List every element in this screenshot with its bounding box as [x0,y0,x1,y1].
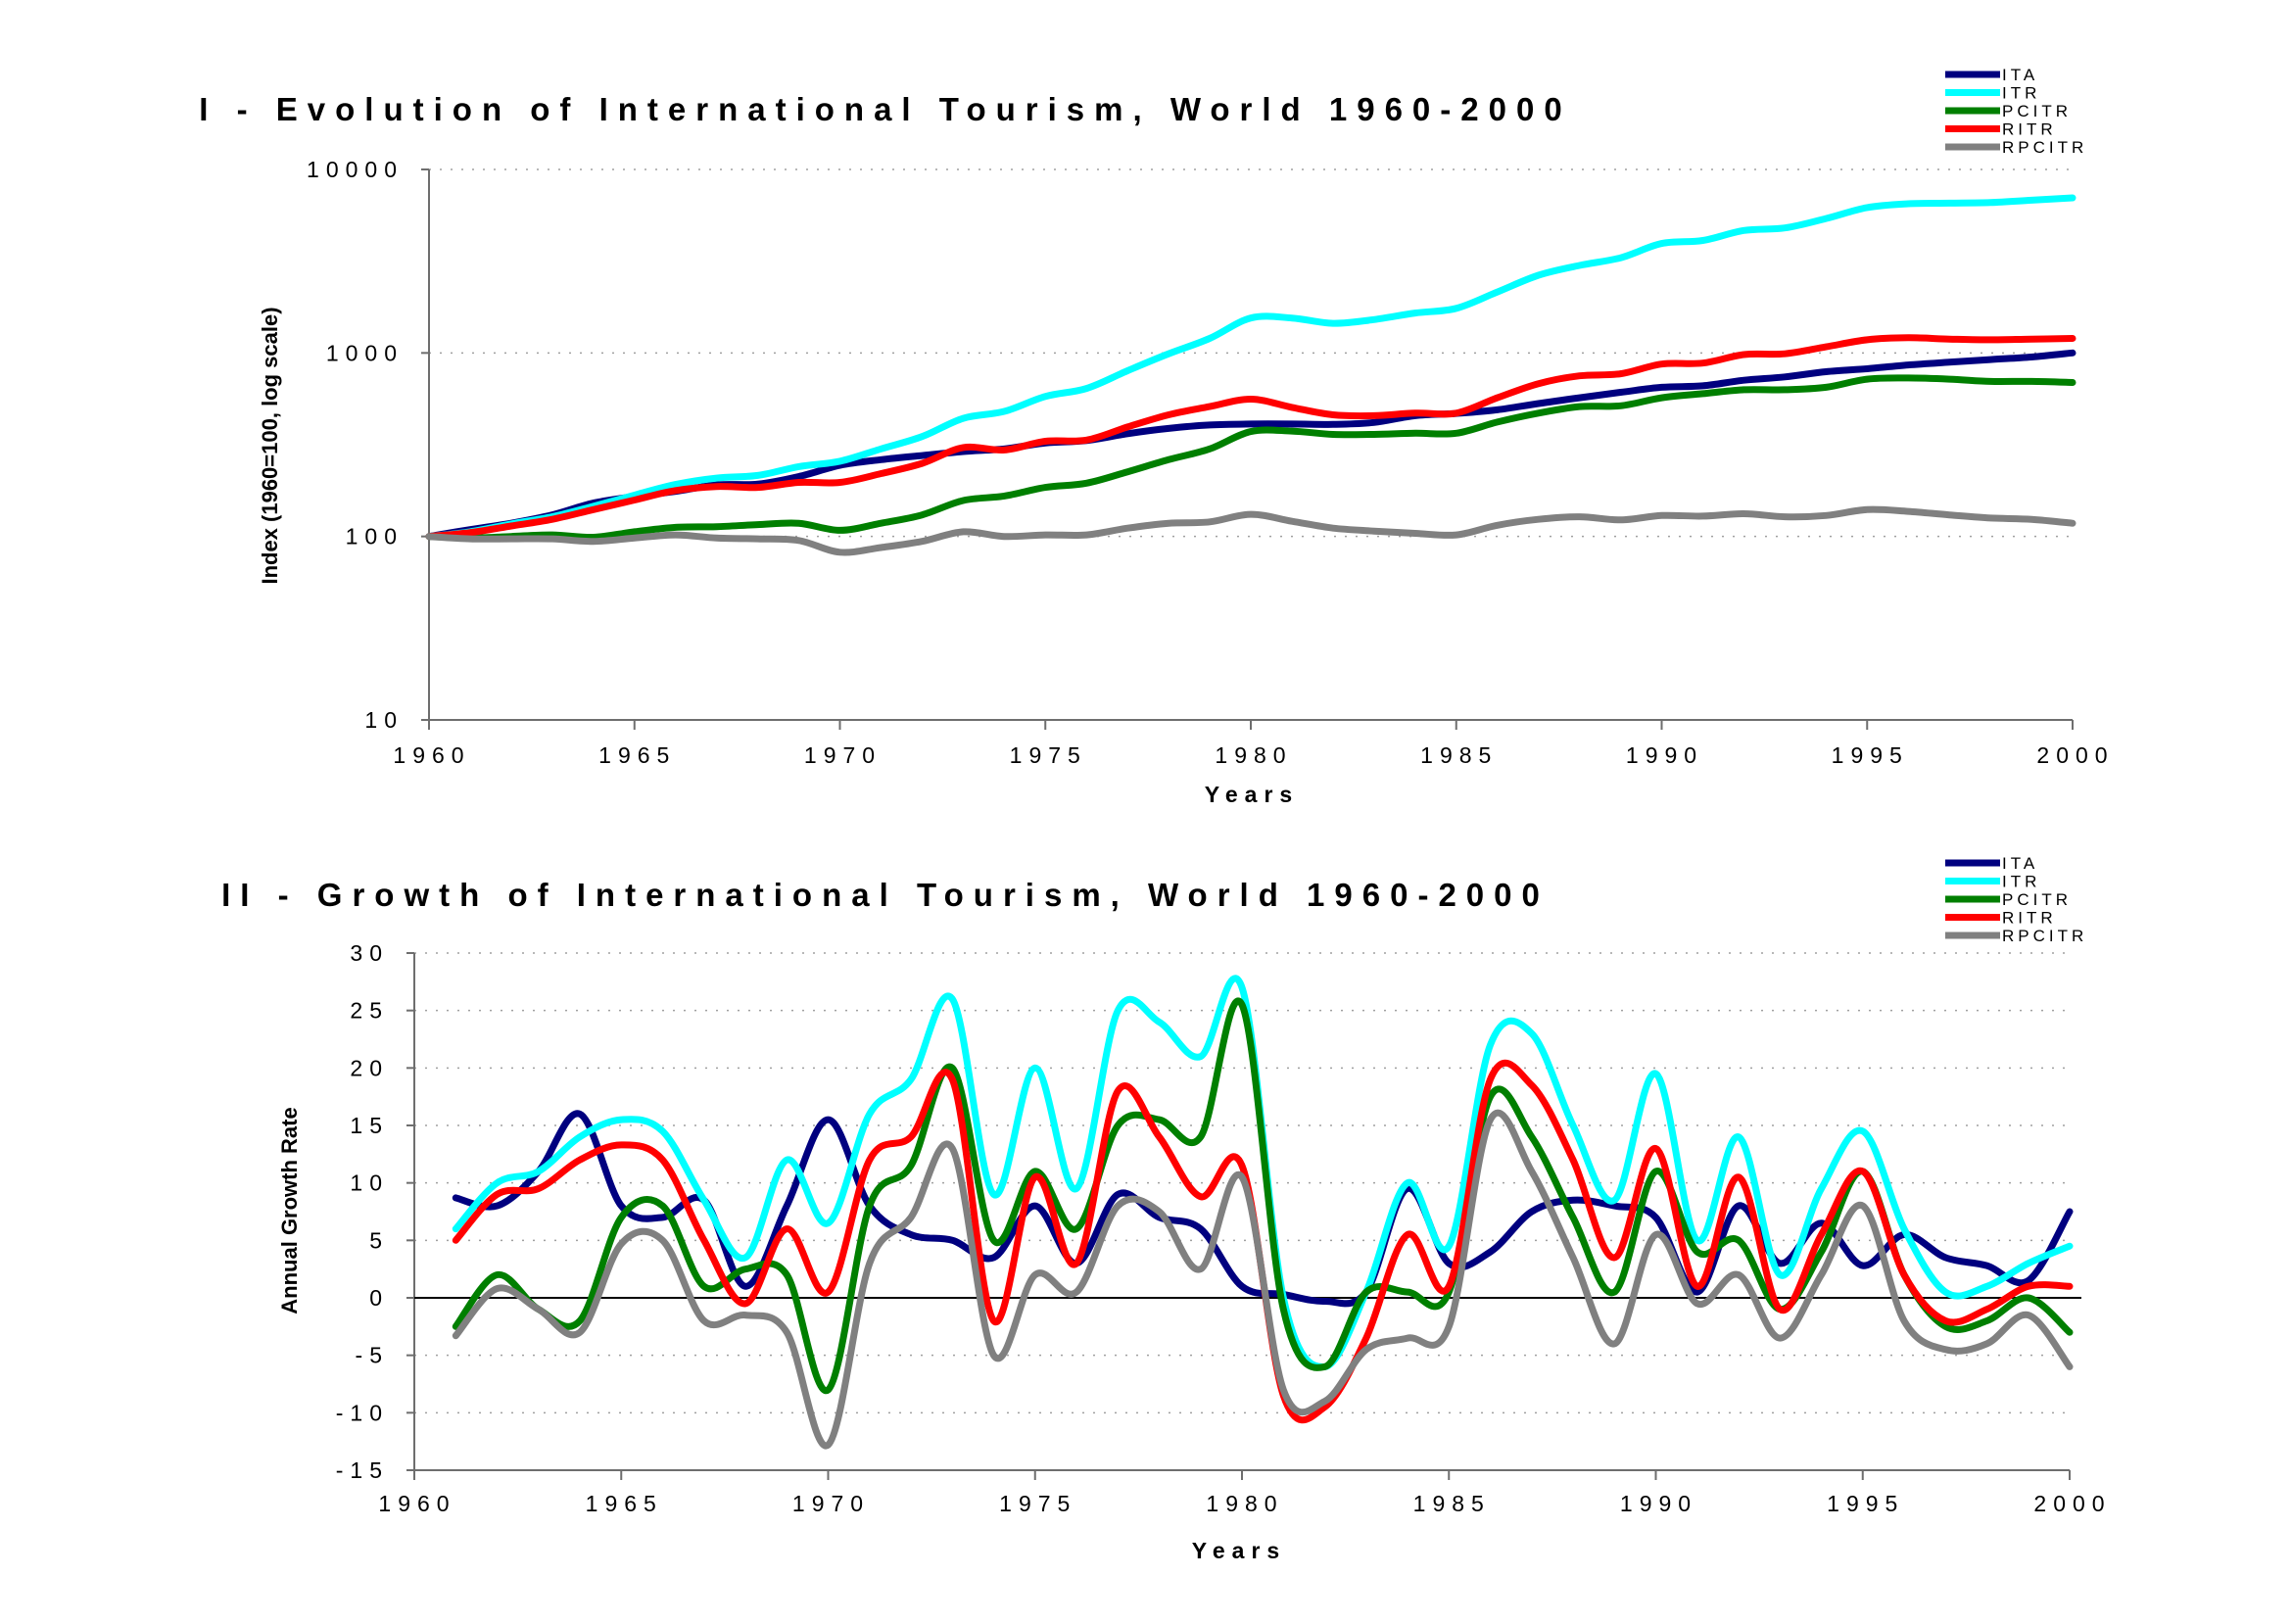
x-tick-label: 1960 [393,742,470,768]
x-tick-label: 1970 [804,742,882,768]
x-tick-label: 1995 [1832,742,1909,768]
legend-label: RITR [2002,120,2057,139]
evolution-chart: I - Evolution of International Tourism, … [199,66,2114,807]
x-tick-labels: 1960 1965 1970 1975 1980 1985 1990 1995 2000 [378,1491,2111,1516]
x-tick-label: 2000 [2036,742,2114,768]
legend-label: ITR [2002,84,2040,103]
legend-label: ITA [2002,66,2038,84]
legend-label: ITA [2002,854,2038,873]
legend-label: RITR [2002,909,2057,928]
x-tick-label: 1960 [378,1491,455,1516]
x-tick-label: 1965 [598,742,676,768]
growth-chart: II - Growth of International Tourism, Wo… [221,854,2111,1563]
y-tick-label: 15 [350,1113,389,1138]
series-lines [425,194,2076,556]
y-tick-label: 5 [369,1227,389,1253]
y-axis-label: Annual Growth Rate [277,1107,302,1314]
legend-label: ITR [2002,873,2040,891]
x-tick-label: 1990 [1626,742,1703,768]
x-tick-label: 1975 [1010,742,1087,768]
x-tick-label: 1980 [1215,742,1292,768]
series-line-ita [425,349,2076,541]
y-tick-label: -5 [356,1343,389,1368]
y-tick-label: -10 [336,1400,389,1425]
series-line-pcitr [425,374,2076,542]
series-line-rpcitr [452,1109,2074,1450]
y-tick-labels: 30 25 20 15 10 5 0 -5 -10 -15 [336,940,389,1483]
x-tick-label: 1965 [586,1491,663,1516]
y-tick-label: 10 [364,707,404,733]
y-tick-label: 20 [350,1055,389,1080]
x-tick-label: 1995 [1827,1491,1904,1516]
y-tick-label: 25 [350,998,389,1024]
chart-title: II - Growth of International Tourism, Wo… [221,877,1550,913]
x-axis-label: Years [1205,782,1299,807]
chart-title: I - Evolution of International Tourism, … [199,91,1571,127]
x-tick-label: 1975 [999,1491,1076,1516]
series-line-ritr [425,334,2076,541]
x-tick-label: 2000 [2033,1491,2111,1516]
x-axis-label: Years [1192,1538,1286,1563]
legend-label: PCITR [2002,890,2072,909]
y-tick-label: 100 [346,524,404,549]
y-axis-label: Index (1960=100, log scale) [258,307,282,584]
legend-label: RPCITR [2002,138,2087,157]
series-line-itr [425,194,2076,541]
series-lines [452,975,2074,1450]
x-tick-label: 1985 [1420,742,1498,768]
y-tick-label: 1000 [326,340,404,365]
x-tick-label: 1990 [1620,1491,1697,1516]
x-tick-label: 1970 [792,1491,870,1516]
y-tick-label: -15 [336,1457,389,1483]
y-tick-label: 10 [350,1170,389,1196]
legend-label: RPCITR [2002,927,2087,945]
y-tick-label: 10000 [307,157,404,182]
x-tick-labels: 1960 1965 1970 1975 1980 1985 1990 1995 2000 [393,742,2114,768]
y-tick-label: 30 [350,940,389,966]
legend-label: PCITR [2002,102,2072,120]
series-line-rpcitr [425,505,2076,556]
y-tick-labels: 10 100 1000 10000 [307,157,404,733]
x-tick-label: 1985 [1413,1491,1491,1516]
y-tick-label: 0 [369,1285,389,1311]
axes [421,168,2074,730]
x-tick-label: 1980 [1206,1491,1283,1516]
